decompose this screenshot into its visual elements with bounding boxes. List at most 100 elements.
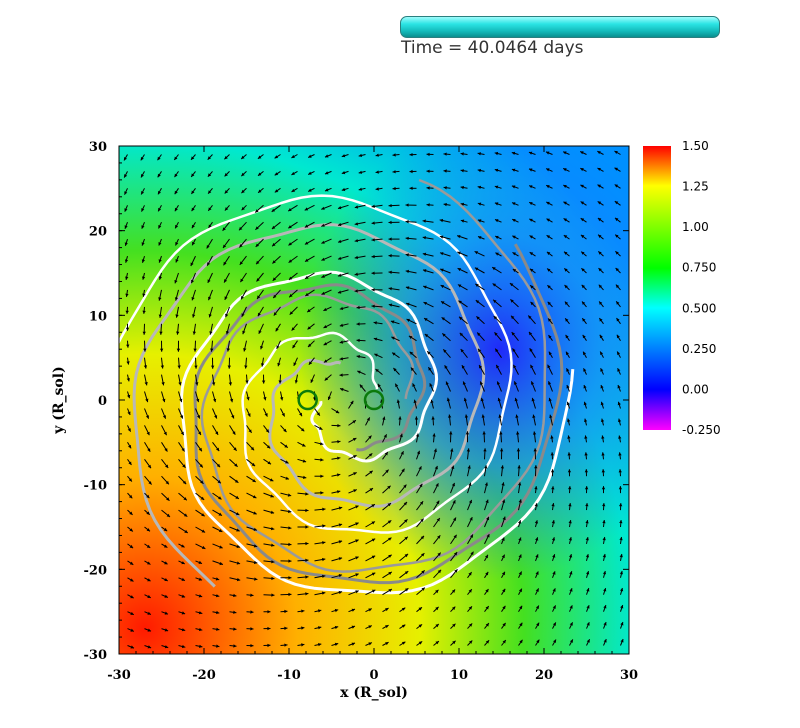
vector-arrow-head: [231, 415, 235, 419]
vector-arrow-head: [281, 413, 285, 417]
vector-arrow-head: [354, 239, 358, 243]
vector-arrow-head: [414, 416, 419, 420]
vector-arrow-head: [340, 388, 344, 392]
vector-arrow-head: [457, 268, 462, 272]
vector-arrow-head: [222, 227, 226, 231]
vector-arrow-head: [216, 644, 220, 648]
vector-arrow-head: [586, 605, 590, 609]
vector-arrow-head: [129, 528, 133, 532]
x-tick-labels: -30 -20 -10 0 10 20 30: [107, 668, 638, 683]
vector-arrow-head: [598, 284, 603, 289]
vector-arrow-head: [141, 242, 145, 246]
vector-arrow-head: [516, 431, 520, 435]
vector-arrow-head: [199, 644, 203, 648]
vector-arrow-head: [584, 452, 588, 456]
vector-arrow-head: [502, 605, 506, 610]
vector-arrow-head: [245, 380, 249, 384]
vector-arrow-head: [435, 624, 439, 628]
vector-arrow-head: [392, 352, 396, 356]
vector-arrow-head: [141, 276, 146, 280]
y-tick-label: -10: [84, 479, 108, 494]
vector-arrow-head: [511, 315, 515, 320]
vector-arrow-head: [535, 571, 539, 575]
vector-arrow-head: [452, 623, 456, 627]
vector-arrow-head: [492, 283, 497, 287]
vector-arrow-head: [334, 625, 339, 630]
vector-arrow-head: [239, 261, 243, 265]
vector-arrow-head: [165, 480, 169, 485]
vector-arrow-head: [161, 382, 165, 386]
vector-arrow-head: [618, 486, 623, 490]
vector-arrow-head: [550, 452, 554, 456]
vector-arrow-head: [182, 480, 187, 485]
vector-arrow-head: [486, 534, 490, 538]
vector-arrow-head: [403, 502, 407, 506]
vector-arrow-head: [181, 448, 185, 452]
vector-arrow-head: [512, 348, 516, 352]
vector-arrow-head: [583, 351, 587, 356]
vector-arrow-head: [569, 571, 573, 575]
vector-arrow-head: [158, 259, 162, 263]
vector-arrow-head: [304, 207, 309, 211]
vector-arrow-head: [392, 153, 396, 157]
vector-arrow-head: [547, 285, 551, 289]
vector-arrow-head: [353, 489, 357, 493]
vector-arrow-head: [288, 542, 292, 547]
vector-arrow-head: [404, 571, 409, 575]
vector-arrow-head: [274, 189, 279, 193]
vector-arrow-head: [307, 308, 311, 313]
vector-arrow-head: [212, 382, 216, 386]
vector-arrow-head: [568, 537, 572, 541]
vector-arrow-head: [477, 332, 481, 336]
vector-arrow-head: [271, 576, 275, 581]
vector-arrow-head: [448, 414, 452, 418]
vector-arrow-head: [223, 244, 227, 248]
vector-arrow-head: [619, 554, 623, 558]
vector-arrow-head: [288, 526, 292, 530]
vector-arrow-head: [358, 187, 362, 191]
vector-arrow-head: [158, 276, 162, 280]
vector-arrow-head: [451, 465, 455, 469]
vector-arrow-head: [546, 151, 550, 155]
vector-arrow-head: [535, 537, 539, 541]
vector-arrow-head: [424, 334, 429, 338]
vector-arrow-head: [467, 465, 471, 469]
vector-arrow-head: [288, 559, 292, 563]
vector-arrow-head: [341, 171, 346, 175]
vector-arrow-head: [568, 503, 572, 507]
vector-arrow-head: [502, 588, 506, 593]
vector-arrow-head: [615, 234, 619, 238]
vector-arrow-head: [598, 268, 602, 272]
vector-arrow-head: [368, 608, 372, 612]
vector-arrow-head: [534, 503, 538, 507]
vector-arrow-head: [270, 510, 275, 514]
vector-arrow-head: [409, 153, 413, 157]
vector-arrow-head: [619, 520, 623, 524]
vector-arrow-head: [480, 397, 484, 402]
vector-arrow-head: [223, 261, 227, 266]
vector-arrow-head: [271, 560, 275, 564]
vector-arrow-head: [433, 448, 437, 452]
vector-arrow-head: [470, 551, 474, 556]
vector-arrow-head: [265, 429, 269, 433]
vector-arrow-head: [250, 627, 254, 631]
vector-arrow-head: [316, 412, 320, 416]
vector-arrow-head: [514, 397, 518, 402]
vector-arrow-head: [267, 626, 271, 631]
vector-arrow-head: [208, 190, 212, 194]
colorbar-labels: 1.50 1.25 1.00 0.750 0.500 0.250 0.00 -0.250: [682, 139, 721, 437]
vector-arrow-head: [199, 464, 203, 468]
vector-arrow-head: [147, 464, 151, 469]
vector-arrow-head: [301, 609, 305, 613]
vector-arrow-head: [536, 639, 540, 644]
vector-arrow-head: [241, 189, 245, 194]
vector-arrow-head: [339, 373, 343, 377]
vector-arrow-head: [413, 399, 417, 404]
vector-arrow-head: [289, 311, 293, 315]
vector-arrow-head: [617, 418, 622, 422]
vector-arrow-head: [257, 312, 261, 317]
vector-arrow-head: [253, 511, 257, 515]
vector-arrow-head: [384, 452, 388, 456]
vector-arrow-head: [130, 595, 134, 599]
vector-arrow-head: [388, 303, 393, 307]
